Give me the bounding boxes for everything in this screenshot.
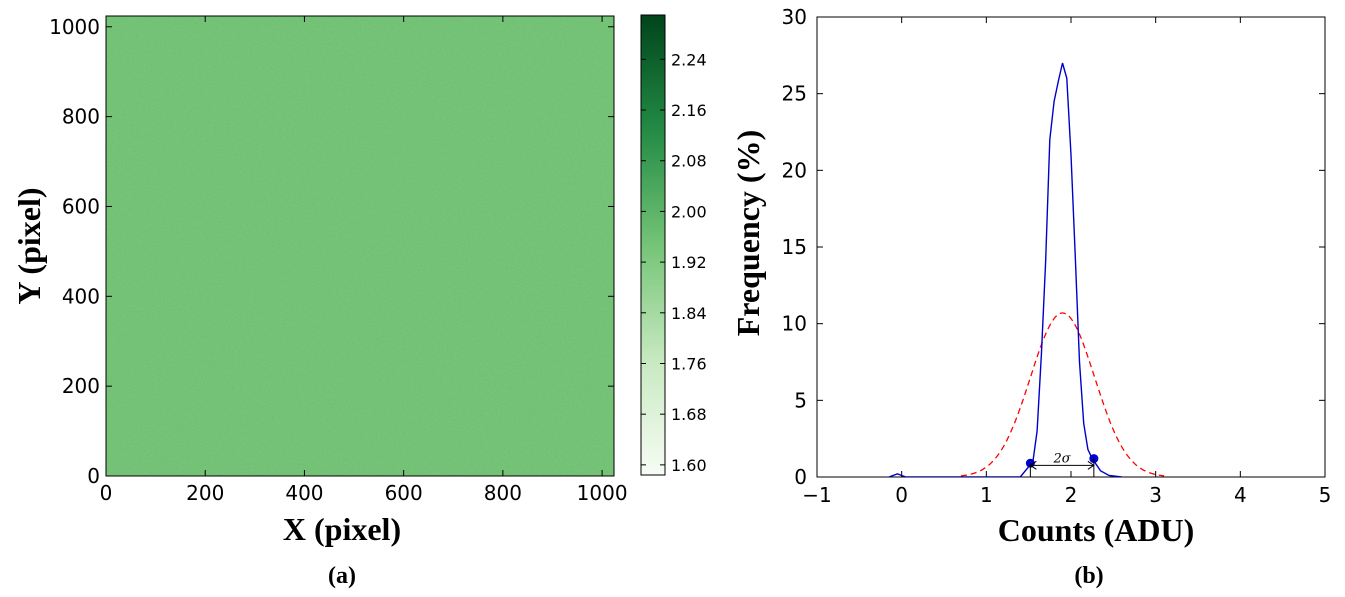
colorbar-tick-label: 2.24: [671, 50, 707, 69]
colorbar-tick-label: 1.60: [671, 456, 707, 475]
colorbar-tick-label: 1.92: [671, 253, 707, 272]
heatmap-y-tick-label: 800: [62, 105, 100, 129]
colorbar-tick-label: 1.68: [671, 405, 707, 424]
plot-y-tick-label: 10: [782, 312, 807, 336]
plot-y-tick-label: 5: [794, 388, 807, 412]
colorbar: 1.60 1.68 1.76 1.84 1.92 2.00 2.08 2.16 2.24: [640, 14, 707, 476]
heatmap-x-tick-label: 1000: [577, 481, 628, 505]
plot-x-tick-label: 1: [980, 483, 993, 507]
plot-x-label: Counts (ADU): [998, 512, 1194, 548]
plot-y-tick-label: 30: [782, 5, 807, 29]
plot-y-tick-label: 15: [782, 235, 807, 259]
heatmap-noise: [106, 16, 614, 476]
heatmap-y-tick-label: 0: [87, 464, 100, 488]
colorbar-gradient: [640, 14, 666, 476]
colorbar-tick-label: 2.00: [671, 202, 707, 221]
heatmap-y-tick-label: 200: [62, 374, 100, 398]
colorbar-tick-label: 1.84: [671, 304, 707, 323]
heatmap-x-tick-label: 400: [285, 481, 323, 505]
colorbar-tick-label: 2.08: [671, 152, 707, 171]
heatmap-x-tick-label: 200: [186, 481, 224, 505]
heatmap-x-tick-label: 0: [100, 481, 113, 505]
heatmap-x-tick-label: 800: [484, 481, 522, 505]
sigma-label: 2σ: [1053, 451, 1072, 466]
heatmap-y-label: Y (pixel): [11, 187, 47, 304]
plot-x-tick-label: 5: [1319, 483, 1332, 507]
heatmap-y-tick-label: 400: [62, 284, 100, 308]
plot-y-tick-label: 20: [782, 158, 807, 182]
plot-y-tick-label: 0: [794, 465, 807, 489]
heatmap-axes: 0 200 400 600 800 1000 0 200 400 600 800 1000: [49, 15, 627, 505]
heatmap-x-tick-label: 600: [385, 481, 423, 505]
panel-b-label: (b): [1074, 563, 1103, 589]
plot-x-tick-label: 3: [1149, 483, 1162, 507]
panel-a-label: (a): [328, 563, 356, 589]
heatmap-frame: [105, 15, 615, 477]
plot-x-tick-label: 2: [1065, 483, 1078, 507]
plot-y-label: Frequency (%): [730, 130, 766, 336]
sigma-annotation: 2σ: [1029, 451, 1095, 477]
colorbar-tick-label: 2.16: [671, 101, 707, 120]
panel-a: 0 200 400 600 800 1000 0 200 400 600 800 1000 X (pi…: [11, 15, 628, 589]
colorbar-ticks: 1.60 1.68 1.76 1.84 1.92 2.00 2.08 2.16 2.24: [641, 50, 707, 475]
plot-y-tick-label: 25: [782, 82, 807, 106]
plot-x-tick-label: 0: [895, 483, 908, 507]
series-histogram: [888, 62, 1122, 477]
plot-x-tick-label: −1: [802, 483, 831, 507]
heatmap-y-tick-label: 600: [62, 194, 100, 218]
series-gaussian-fit: [960, 312, 1165, 477]
plot-frame: [816, 16, 1326, 478]
heatmap-y-tick-label: 1000: [49, 15, 100, 39]
colorbar-tick-label: 1.76: [671, 354, 707, 373]
heatmap-x-label: X (pixel): [283, 511, 401, 547]
plot-x-tick-label: 4: [1234, 483, 1247, 507]
